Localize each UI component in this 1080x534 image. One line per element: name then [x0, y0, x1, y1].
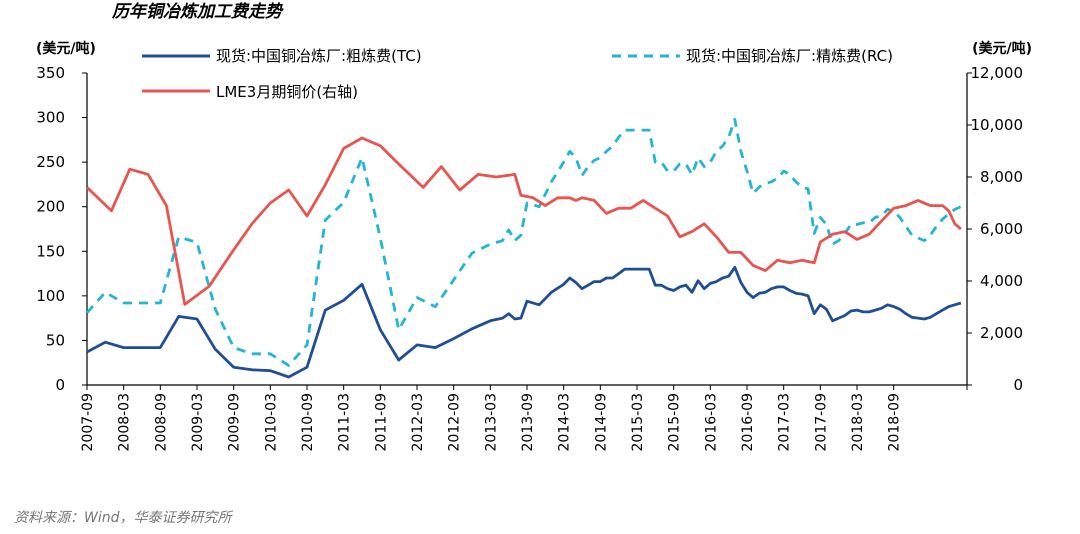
- x-tick-label: 2015-03: [630, 393, 646, 452]
- legend-label-tc: 现货:中国铜冶炼厂:粗炼费(TC): [216, 47, 422, 65]
- source-note: 资料来源：Wind，华泰证券研究所: [14, 510, 233, 526]
- plot-area: [85, 118, 962, 379]
- legend: 现货:中国铜冶炼厂:粗炼费(TC) 现货:中国铜冶炼厂:精炼费(RC) LME3…: [142, 47, 893, 101]
- x-tick-label: 2016-09: [740, 393, 756, 452]
- series-line-lme: [86, 136, 962, 306]
- x-tick-label: 2009-09: [227, 393, 243, 452]
- right-tick-label: 2,000: [980, 324, 1023, 342]
- x-tick-label: 2008-09: [153, 393, 169, 452]
- x-tick-label: 2014-03: [557, 393, 573, 452]
- right-tick-label: 10,000: [971, 116, 1024, 134]
- left-tick-label: 300: [36, 109, 65, 127]
- x-tick-label: 2009-03: [190, 393, 206, 452]
- x-axis-ticks: 2007-09 2008-03 2008-09 2009-03 2009-09 2010-…: [80, 385, 968, 452]
- x-tick-label: 2018-09: [887, 393, 903, 452]
- x-tick-label: 2010-03: [263, 393, 279, 452]
- series-line-rc: [85, 118, 962, 367]
- x-tick-label: 2008-03: [117, 393, 133, 452]
- left-tick-label: 150: [36, 242, 65, 260]
- x-tick-label: 2011-03: [337, 393, 353, 452]
- left-tick-label: 0: [55, 376, 65, 394]
- right-tick-label: 0: [1013, 376, 1023, 394]
- right-tick-label: 12,000: [971, 64, 1024, 82]
- left-tick-label: 100: [36, 287, 65, 305]
- left-axis-ticks: 0 50 100 150 200 250 300 350: [36, 64, 87, 394]
- left-axis-unit: (美元/吨): [36, 40, 96, 57]
- axes: [86, 73, 968, 386]
- x-tick-label: 2010-09: [300, 393, 316, 452]
- series-line-tc: [86, 265, 962, 379]
- left-tick-label: 200: [36, 198, 65, 216]
- x-tick-label: 2013-09: [520, 393, 536, 452]
- x-tick-label: 2013-03: [483, 393, 499, 452]
- x-tick-label: 2011-09: [373, 393, 389, 452]
- left-tick-label: 50: [46, 331, 65, 349]
- x-tick-label: 2017-09: [813, 393, 829, 452]
- x-tick-label: 2018-03: [850, 393, 866, 452]
- right-axis-ticks: 0 2,000 4,000 6,000 8,000 10,000 12,000: [967, 64, 1023, 394]
- x-tick-label: 2007-09: [80, 393, 96, 452]
- x-tick-label: 2017-03: [777, 393, 793, 452]
- chart-title: 历年铜冶炼加工费走势: [111, 2, 284, 22]
- right-tick-label: 4,000: [980, 272, 1023, 290]
- x-tick-label: 2012-09: [447, 393, 463, 452]
- legend-label-lme: LME3月期铜价(右轴): [216, 83, 358, 101]
- x-tick-label: 2012-03: [410, 393, 426, 452]
- x-tick-label: 2016-03: [703, 393, 719, 452]
- right-axis-unit: (美元/吨): [972, 40, 1032, 57]
- x-tick-label: 2014-09: [593, 393, 609, 452]
- right-tick-label: 6,000: [980, 220, 1023, 238]
- legend-label-rc: 现货:中国铜冶炼厂:精炼费(RC): [686, 47, 893, 65]
- left-tick-label: 350: [36, 64, 65, 82]
- left-tick-label: 250: [36, 153, 65, 171]
- right-tick-label: 8,000: [980, 168, 1023, 186]
- x-tick-label: 2015-09: [667, 393, 683, 452]
